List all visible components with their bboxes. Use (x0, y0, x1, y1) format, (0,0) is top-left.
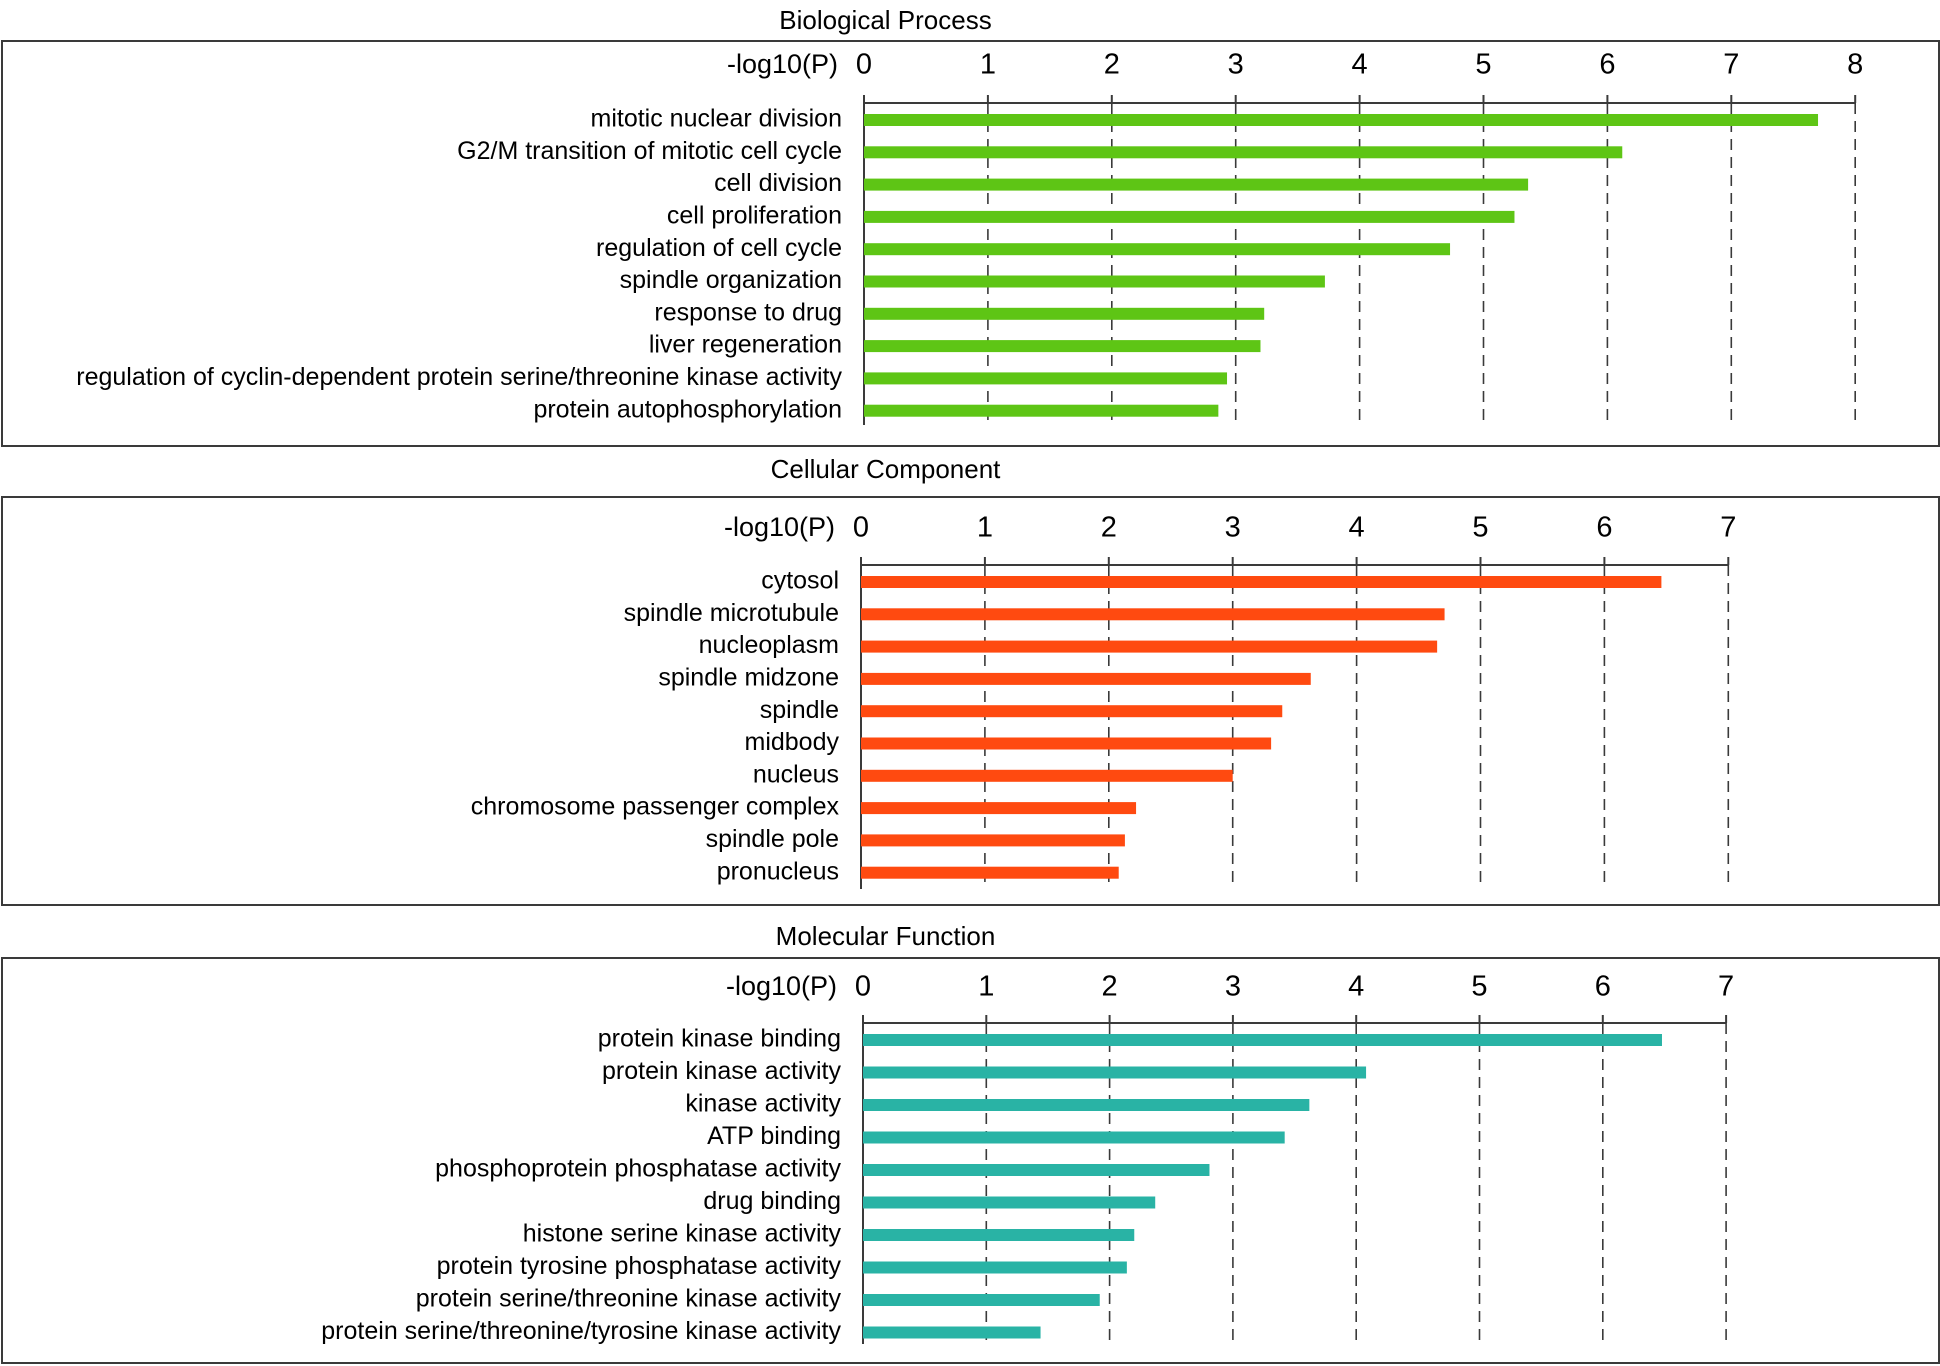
biological-process-bar (864, 372, 1228, 385)
molecular-function-panel: Molecular Function -log10(P) 0 1 2 3 4 5 6 7 prote… (1, 921, 1940, 1364)
biological-process-tick-label: 3 (1228, 49, 1244, 81)
molecular-function-category-label: protein serine/threonine kinase activity (416, 1285, 842, 1313)
molecular-function-bar (863, 1099, 1310, 1111)
molecular-function-tick-label: 1 (978, 971, 994, 1003)
cellular-component-tick-label: 6 (1596, 512, 1612, 544)
biological-process-bar (864, 340, 1261, 353)
cellular-component-category-label: cytosol (761, 567, 839, 595)
biological-process-category-label: cell proliferation (667, 202, 842, 230)
biological-process-tick-label: 6 (1599, 49, 1615, 81)
biological-process-category-label: mitotic nuclear division (591, 105, 843, 133)
cellular-component-bar (861, 834, 1125, 847)
molecular-function-tick-label: 3 (1225, 971, 1241, 1003)
molecular-function-category-label: protein serine/threonine/tyrosine kinase… (321, 1317, 841, 1345)
molecular-function-bar (863, 1164, 1210, 1176)
biological-process-tick-label: 7 (1723, 49, 1739, 81)
biological-process-bar (864, 307, 1265, 320)
molecular-function-tick-label: 2 (1102, 971, 1118, 1003)
biological-process-panel: Biological Process -log10(P) 0 1 2 3 4 5 6 7 8 mito… (1, 5, 1940, 447)
molecular-function-bar (863, 1066, 1367, 1079)
biological-process-tick-label: 2 (1104, 49, 1120, 81)
cellular-component-axis-label: -log10(P) (724, 512, 835, 542)
cellular-component-category-label: nucleus (753, 760, 839, 788)
cellular-component-bar (861, 672, 1311, 685)
cellular-component-bar (861, 769, 1233, 782)
molecular-function-category-label: kinase activity (685, 1090, 841, 1118)
cellular-component-bar (861, 802, 1137, 815)
molecular-function-tick-label: 5 (1471, 971, 1487, 1003)
molecular-function-bar (863, 1294, 1100, 1306)
biological-process-bar (864, 146, 1623, 159)
biological-process-bar (864, 210, 1515, 223)
molecular-function-bar (863, 1131, 1285, 1144)
molecular-function-category-label: ATP binding (707, 1122, 841, 1150)
molecular-function-category-label: protein kinase binding (598, 1025, 841, 1053)
cellular-component-panel: Cellular Component -log10(P) 0 1 2 3 4 5 6 7 cytos… (1, 454, 1940, 906)
biological-process-axis-label: -log10(P) (727, 49, 838, 79)
biological-process-category-label: regulation of cell cycle (596, 234, 842, 262)
cellular-component-tick-label: 4 (1349, 512, 1365, 544)
cellular-component-bar (861, 608, 1445, 621)
cellular-component-category-label: midbody (745, 728, 840, 756)
molecular-function-bar (863, 1196, 1156, 1209)
cellular-component-tick-label: 5 (1472, 512, 1488, 544)
biological-process-tick-label: 0 (856, 49, 872, 81)
cellular-component-category-label: pronucleus (717, 857, 839, 885)
molecular-function-category-label: drug binding (703, 1187, 841, 1215)
biological-process-category-label: regulation of cyclin-dependent protein s… (76, 363, 842, 391)
molecular-function-category-label: histone serine kinase activity (523, 1220, 842, 1248)
biological-process-bar (864, 275, 1325, 288)
biological-process-category-label: G2/M transition of mitotic cell cycle (457, 137, 842, 165)
biological-process-title: Biological Process (779, 5, 991, 35)
cellular-component-bar (861, 705, 1283, 718)
molecular-function-category-label: phosphoprotein phosphatase activity (435, 1155, 841, 1183)
cellular-component-category-label: spindle pole (706, 825, 839, 853)
biological-process-tick-label: 1 (980, 49, 996, 81)
cellular-component-frame (1, 496, 1940, 906)
molecular-function-title: Molecular Function (776, 921, 996, 951)
cellular-component-category-label: spindle midzone (658, 664, 839, 692)
molecular-function-tick-label: 7 (1718, 971, 1734, 1003)
molecular-function-category-label: protein kinase activity (602, 1057, 842, 1085)
molecular-function-bar (863, 1326, 1041, 1339)
biological-process-bar (864, 404, 1219, 417)
biological-process-tick-label: 4 (1352, 49, 1368, 81)
cellular-component-tick-label: 3 (1225, 512, 1241, 544)
biological-process-bar (864, 114, 1819, 126)
biological-process-category-label: liver regeneration (649, 331, 842, 359)
cellular-component-tick-label: 7 (1720, 512, 1736, 544)
cellular-component-tick-label: 2 (1101, 512, 1117, 544)
cellular-component-bar (861, 866, 1119, 879)
molecular-function-bar (863, 1229, 1135, 1241)
molecular-function-frame (1, 957, 1940, 1364)
biological-process-tick-label: 5 (1475, 49, 1491, 81)
cellular-component-tick-label: 0 (853, 512, 869, 544)
molecular-function-tick-label: 6 (1595, 971, 1611, 1003)
biological-process-tick-label: 8 (1847, 49, 1863, 81)
cellular-component-bar (861, 576, 1662, 588)
cellular-component-bar (861, 640, 1438, 653)
biological-process-frame (1, 40, 1940, 447)
molecular-function-tick-label: 0 (855, 971, 871, 1003)
molecular-function-tick-label: 4 (1348, 971, 1364, 1003)
molecular-function-category-label: protein tyrosine phosphatase activity (437, 1252, 842, 1280)
molecular-function-axis-label: -log10(P) (726, 971, 837, 1001)
cellular-component-tick-label: 1 (977, 512, 993, 544)
cellular-component-category-label: chromosome passenger complex (471, 793, 840, 821)
cellular-component-category-label: spindle microtubule (624, 599, 839, 627)
biological-process-category-label: response to drug (654, 298, 842, 326)
biological-process-category-label: protein autophosphorylation (533, 395, 842, 423)
cellular-component-bar (861, 737, 1272, 750)
biological-process-category-label: spindle organization (620, 266, 842, 294)
cellular-component-category-label: nucleoplasm (699, 631, 839, 659)
cellular-component-title: Cellular Component (771, 454, 1002, 484)
cellular-component-category-label: spindle (760, 696, 839, 724)
biological-process-bar (864, 243, 1451, 256)
biological-process-bar (864, 178, 1529, 191)
molecular-function-bar (863, 1034, 1662, 1046)
molecular-function-bar (863, 1261, 1127, 1274)
biological-process-category-label: cell division (714, 169, 842, 197)
